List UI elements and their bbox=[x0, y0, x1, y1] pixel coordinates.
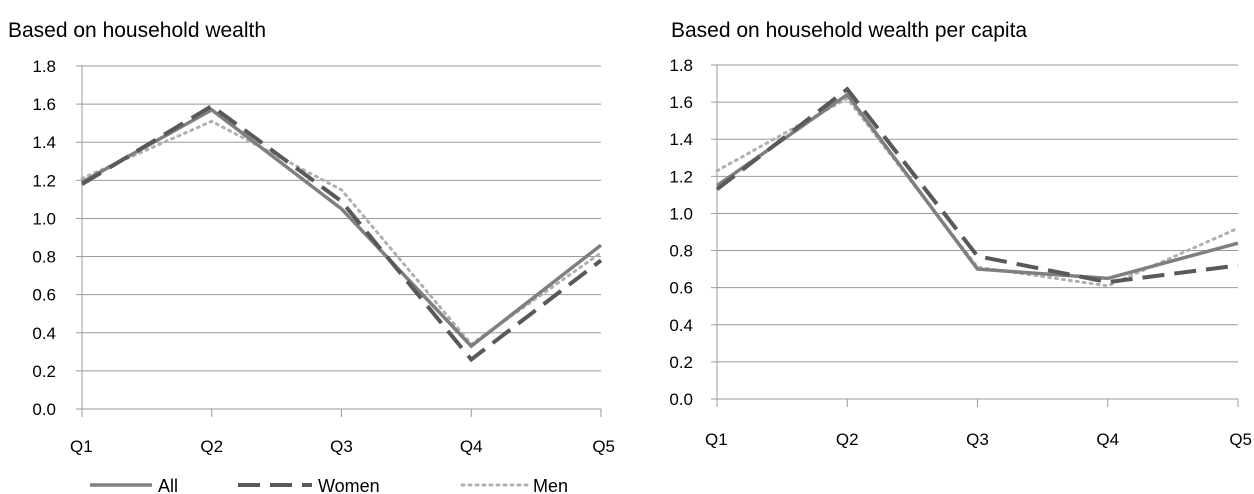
y-tick-label: 1.0 bbox=[32, 209, 56, 228]
x-tick-label: Q1 bbox=[705, 430, 728, 449]
y-tick-label: 0.2 bbox=[669, 353, 693, 372]
legend-label-all: All bbox=[158, 476, 178, 494]
y-tick-label: 1.8 bbox=[32, 57, 56, 76]
y-tick-label: 1.6 bbox=[669, 93, 693, 112]
x-tick-label: Q2 bbox=[200, 437, 223, 456]
x-tick-label: Q3 bbox=[966, 430, 989, 449]
y-tick-label: 1.6 bbox=[32, 95, 56, 114]
x-tick-label: Q4 bbox=[460, 437, 483, 456]
y-tick-label: 0.4 bbox=[32, 324, 56, 343]
chart-title: Based on household wealth bbox=[8, 19, 266, 42]
y-tick-label: 0.0 bbox=[32, 400, 56, 419]
y-tick-label: 0.0 bbox=[669, 390, 693, 409]
legend: All Women Men bbox=[90, 476, 568, 494]
x-tick-label: Q1 bbox=[70, 437, 93, 456]
legend-label-women: Women bbox=[318, 476, 380, 494]
chart-title: Based on household wealth per capita bbox=[671, 19, 1027, 42]
y-tick-label: 0.2 bbox=[32, 362, 56, 381]
y-tick-label: 1.8 bbox=[669, 56, 693, 75]
y-tick-label: 0.6 bbox=[669, 279, 693, 298]
y-tick-label: 1.2 bbox=[32, 171, 56, 190]
y-tick-label: 1.2 bbox=[669, 167, 693, 186]
x-tick-label: Q3 bbox=[330, 437, 353, 456]
y-tick-label: 0.6 bbox=[32, 286, 56, 305]
y-tick-label: 1.4 bbox=[32, 133, 56, 152]
series-line-men bbox=[80, 119, 603, 347]
series-line-women bbox=[80, 103, 603, 363]
y-tick-label: 0.8 bbox=[32, 248, 56, 267]
x-tick-label: Q5 bbox=[592, 437, 615, 456]
series-line-women bbox=[715, 86, 1239, 285]
y-tick-label: 0.4 bbox=[669, 316, 693, 335]
y-tick-label: 1.4 bbox=[669, 130, 693, 149]
chart-household-wealth: Based on household wealth 0.0 0.2 0.4 0.6 0.8… bbox=[8, 19, 615, 456]
series-line-men bbox=[715, 96, 1240, 288]
x-tick-label: Q2 bbox=[836, 430, 859, 449]
y-tick-label: 1.0 bbox=[669, 204, 693, 223]
x-tick-label: Q4 bbox=[1096, 430, 1119, 449]
legend-label-men: Men bbox=[533, 476, 568, 494]
chart-household-wealth-per-capita: Based on household wealth per capita 0.0 0… bbox=[669, 19, 1252, 449]
x-tick-label: Q5 bbox=[1229, 430, 1252, 449]
y-tick-label: 0.8 bbox=[669, 242, 693, 261]
